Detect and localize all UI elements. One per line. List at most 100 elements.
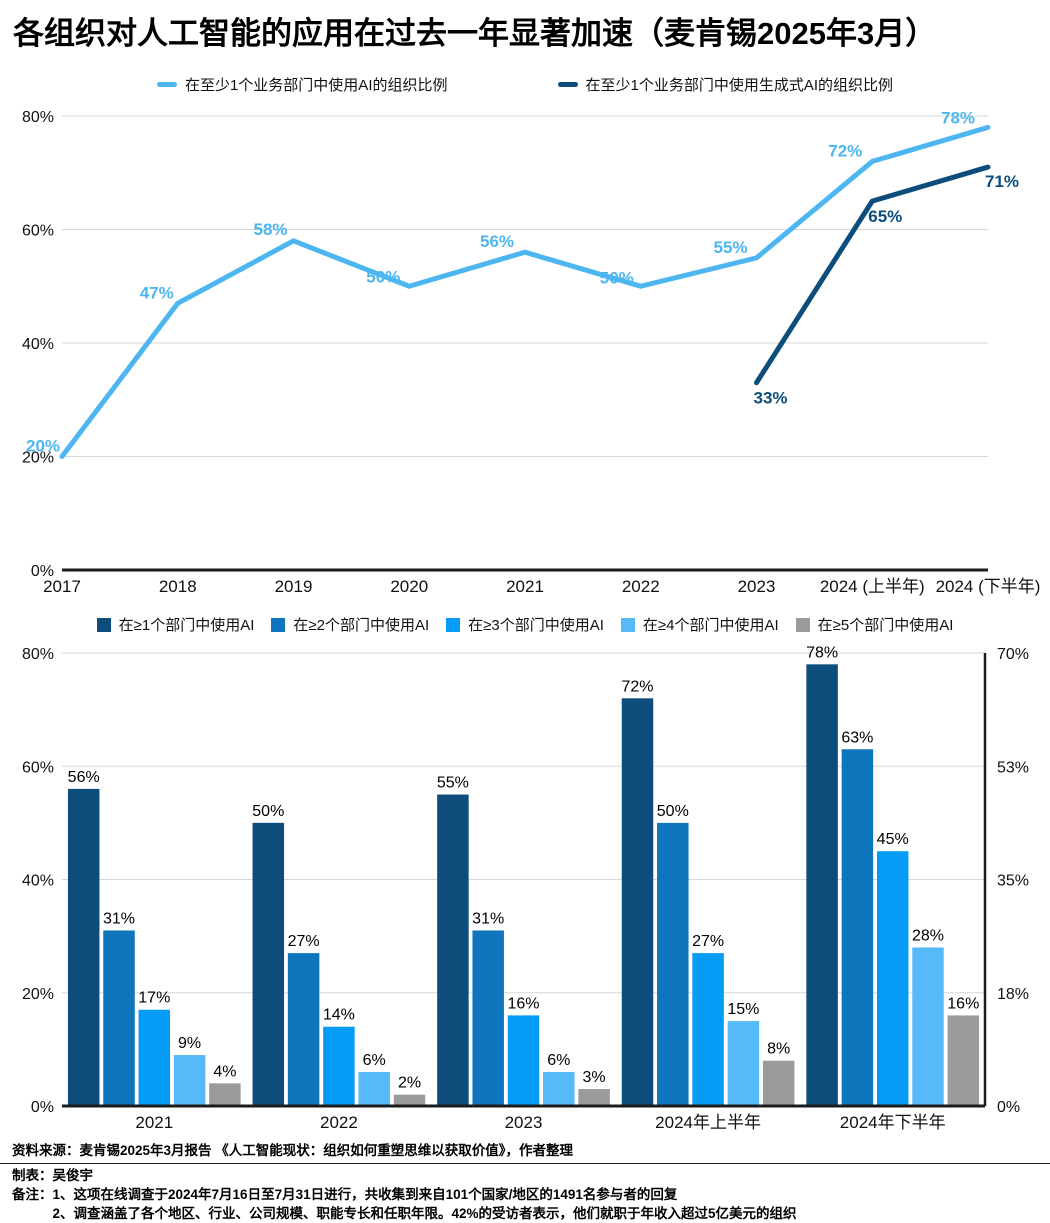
bar-label: 28%: [912, 927, 944, 944]
data-label: 56%: [480, 232, 514, 251]
bar: [472, 930, 504, 1106]
legend-label: 在至少1个业务部门中使用生成式AI的组织比例: [585, 77, 894, 94]
bar-label: 27%: [288, 933, 320, 950]
legend-label: 在至少1个业务部门中使用AI的组织比例: [184, 77, 448, 94]
bar-label: 14%: [323, 1007, 355, 1024]
legend-square-marker: [96, 617, 111, 632]
bar: [507, 1015, 540, 1106]
x-axis-tick-label: 2018: [159, 577, 197, 596]
bar-label: 27%: [692, 933, 724, 950]
left-axis-tick-label: 20%: [22, 986, 54, 1003]
right-axis-tick-label: 18%: [997, 986, 1029, 1003]
bar: [912, 947, 944, 1106]
bar-label: 16%: [507, 995, 539, 1012]
x-axis-tick-label: 2021: [506, 577, 544, 596]
right-axis-tick-label: 70%: [997, 646, 1029, 663]
category-label: 2022: [320, 1113, 358, 1132]
footer-notes-body: 1、这项在线调查于2024年7月16日至7月31日进行，共收集到来自101个国家…: [53, 1185, 1039, 1223]
footer-notes: 备注： 1、这项在线调查于2024年7月16日至7月31日进行，共收集到来自10…: [0, 1185, 1050, 1223]
bar: [947, 1015, 980, 1106]
x-axis-tick-label: 2019: [275, 577, 313, 596]
left-axis-tick-label: 60%: [22, 759, 54, 776]
line-series-1: [754, 164, 991, 386]
data-label: 71%: [985, 172, 1019, 191]
bar: [806, 664, 838, 1106]
data-label: 72%: [828, 141, 862, 160]
bar-label: 9%: [178, 1035, 201, 1052]
data-label: 78%: [941, 108, 975, 127]
right-axis-tick-label: 35%: [997, 873, 1029, 890]
bar-label: 6%: [547, 1052, 570, 1069]
bar: [287, 953, 320, 1106]
bar: [657, 822, 689, 1106]
x-axis-tick-label: 2020: [390, 577, 428, 596]
x-axis-tick-label: 2022: [622, 577, 660, 596]
category-label: 2023: [505, 1113, 543, 1132]
line-chart-legend: 在至少1个业务部门中使用AI的组织比例 在至少1个业务部门中使用生成式AI的组织比…: [0, 74, 1050, 95]
legend-label: 在≥2个部门中使用AI: [293, 617, 430, 634]
bar: [103, 930, 135, 1106]
legend-label: 在≥4个部门中使用AI: [642, 617, 779, 634]
legend-label: 在≥3个部门中使用AI: [468, 617, 604, 634]
legend-item: 在≥1个部门中使用AI: [96, 614, 254, 635]
bar: [762, 1060, 795, 1106]
bar-label: 17%: [138, 990, 170, 1007]
right-axis-tick-label: 0%: [997, 1099, 1020, 1116]
data-label: 65%: [868, 207, 902, 226]
bar: [138, 1009, 171, 1106]
bar: [621, 698, 654, 1106]
data-label: 50%: [366, 267, 400, 286]
bar: [578, 1089, 610, 1106]
bar-label: 31%: [103, 910, 135, 927]
bar-label: 6%: [363, 1052, 386, 1069]
left-axis-tick-label: 80%: [22, 646, 54, 663]
legend-item: 在≥4个部门中使用AI: [620, 614, 779, 635]
right-axis-tick-label: 53%: [997, 759, 1029, 776]
legend-item: 在至少1个业务部门中使用生成式AI的组织比例: [557, 74, 894, 95]
bar-chart-legend: 在≥1个部门中使用AI 在≥2个部门中使用AI 在≥3个部门中使用AI 在≥4个部门中…: [0, 614, 1050, 635]
bar: [437, 794, 469, 1106]
footer-notes-label: 备注：: [12, 1187, 53, 1202]
data-label: 47%: [140, 283, 174, 302]
line-chart: 0% 20% 40% 60% 80% 2017 2018 2019 2020 2021 2022 20…: [22, 108, 1041, 596]
y-axis-tick-label: 80%: [22, 109, 54, 126]
bar-label: 16%: [947, 995, 979, 1012]
bar-chart: 0% 0% 20% 18% 40% 35% 60% 53% 80% 70% 56% 50% 55% 72%…: [22, 645, 1029, 1132]
bar-label: 8%: [767, 1041, 790, 1058]
bar: [67, 788, 100, 1106]
bar: [252, 822, 285, 1106]
bar: [543, 1072, 575, 1106]
bar-label: 50%: [657, 803, 689, 820]
data-label: 33%: [753, 389, 787, 408]
left-axis-tick-label: 40%: [22, 873, 54, 890]
bar-label: 4%: [213, 1063, 236, 1080]
legend-square-marker: [620, 617, 635, 632]
bar: [323, 1026, 355, 1106]
left-axis-tick-label: 0%: [31, 1099, 54, 1116]
bar: [692, 953, 724, 1106]
bar-label: 78%: [806, 645, 838, 661]
footer-note-2: 2、调查涵盖了各个地区、行业、公司规模、职能专长和任职年限。42%的受访者表示，…: [52, 1206, 797, 1221]
y-axis-tick-label: 20%: [22, 450, 54, 467]
bar: [393, 1094, 426, 1106]
bar-label: 63%: [841, 729, 873, 746]
x-axis-tick-label: 2024 (下半年): [936, 577, 1041, 596]
legend-item: 在≥5个部门中使用AI: [795, 614, 954, 635]
line-series-0: [59, 124, 991, 459]
bar-label: 2%: [398, 1075, 421, 1092]
bar-label: 72%: [621, 678, 653, 695]
bar-label: 31%: [472, 910, 504, 927]
legend-label: 在≥5个部门中使用AI: [817, 617, 954, 634]
bar-label: 45%: [877, 831, 909, 848]
category-label: 2021: [135, 1113, 173, 1132]
bar: [876, 851, 909, 1106]
data-label: 20%: [26, 437, 60, 456]
data-label: 58%: [253, 220, 287, 239]
legend-square-marker: [271, 617, 286, 632]
bar: [173, 1055, 206, 1106]
bar-label: 56%: [68, 769, 100, 786]
x-axis-tick-label: 2024 (上半年): [820, 577, 925, 596]
footer-source: 资料来源：麦肯锡2025年3月报告 《人工智能现状：组织如何重塑思维以获取价值》…: [0, 1141, 1050, 1164]
bar-label: 15%: [727, 1001, 759, 1018]
legend-square-marker: [446, 617, 461, 632]
